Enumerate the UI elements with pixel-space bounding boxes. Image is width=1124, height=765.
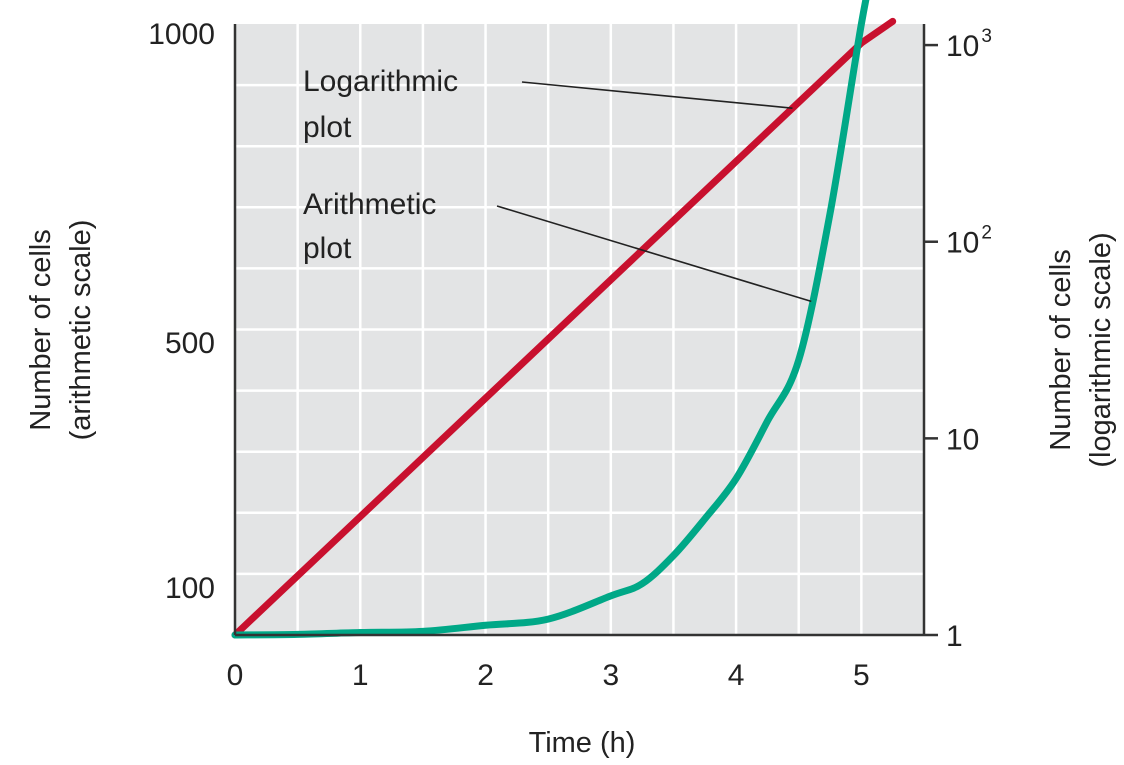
right-y-tick-label: 1 <box>946 620 963 653</box>
series-layer <box>231 0 897 639</box>
left-y-tick-label: 500 <box>165 327 215 360</box>
leader-line-arithmetic <box>496 205 812 303</box>
annotation-logarithmic-line1: Logarithmic <box>303 65 458 98</box>
left-axis-title: Number of cells (arithmetic scale) <box>25 220 97 441</box>
annotation-logarithmic-line2: plot <box>303 111 352 144</box>
axes <box>233 24 926 637</box>
x-tick-label: 2 <box>477 659 494 692</box>
x-tick-label: 0 <box>227 659 244 692</box>
right-y-tick-label: 10 2 <box>946 223 992 260</box>
right-y-tick-label: 10 3 <box>946 26 992 63</box>
annotation-leaders <box>496 81 812 303</box>
x-tick-label: 4 <box>728 659 745 692</box>
x-axis-title: Time (h) <box>529 727 636 759</box>
grid-lines <box>235 24 924 635</box>
left-y-tick-label: 1000 <box>148 18 215 51</box>
x-tick-label: 1 <box>352 659 369 692</box>
right-axis-title-line1: Number of cells <box>1045 249 1077 450</box>
series-line-arithmetic <box>231 0 870 639</box>
left-axis-title-line1: Number of cells <box>25 229 57 430</box>
left-y-tick-label: 100 <box>165 572 215 605</box>
annotation-arithmetic-line1: Arithmetic <box>303 188 436 221</box>
left-axis-title-line2: (arithmetic scale) <box>65 220 97 441</box>
x-tick-label: 3 <box>602 659 619 692</box>
x-tick-label: 5 <box>853 659 870 692</box>
annotation-arithmetic-line2: plot <box>303 232 352 265</box>
leader-line-logarithmic <box>521 81 793 109</box>
right-axis-title: Number of cells (logarithmic scale) <box>1045 232 1117 467</box>
right-axis-title-line2: (logarithmic scale) <box>1085 232 1117 467</box>
right-y-tick-label: 10 <box>946 423 979 456</box>
